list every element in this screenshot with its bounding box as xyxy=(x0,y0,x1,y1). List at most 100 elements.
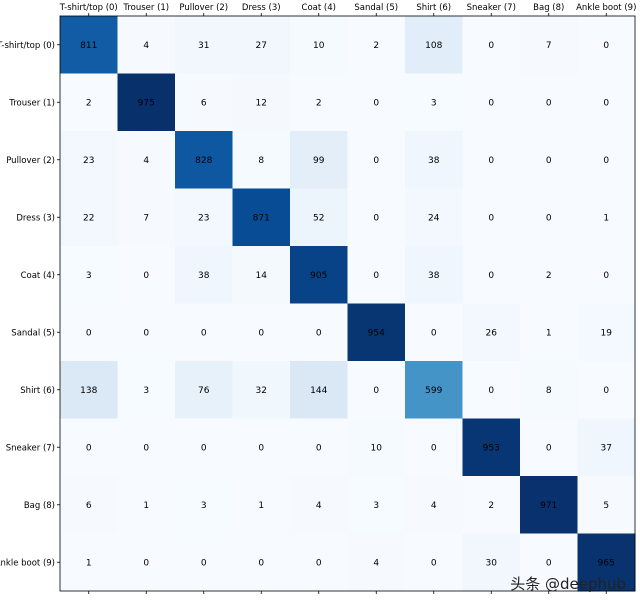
cell-value-label: 32 xyxy=(256,386,267,396)
heatmap-cell xyxy=(117,246,176,304)
y-tick-label: Ankle boot (9) xyxy=(0,558,55,568)
y-tick-label: Sneaker (7) xyxy=(6,443,55,453)
heatmap-cell xyxy=(462,188,521,247)
heatmap-cell xyxy=(462,246,521,304)
x-tick-label: Trouser (1) xyxy=(122,3,169,13)
cell-value-label: 905 xyxy=(310,271,327,281)
cell-value-label: 138 xyxy=(80,386,97,396)
cell-value-label: 2 xyxy=(546,271,552,281)
heatmap-cell xyxy=(347,16,406,74)
heatmap-cell xyxy=(232,361,291,419)
cell-value-label: 24 xyxy=(428,213,440,223)
heatmap-cell xyxy=(405,73,463,132)
cell-value-label: 0 xyxy=(603,271,609,281)
cell-value-label: 0 xyxy=(86,443,92,453)
heatmap-cell xyxy=(290,131,348,189)
cell-value-label: 0 xyxy=(603,386,609,396)
heatmap-cell xyxy=(577,361,636,419)
cell-value-label: 1 xyxy=(258,501,264,511)
cell-value-label: 19 xyxy=(601,328,613,338)
cell-value-label: 7 xyxy=(143,213,149,223)
cell-value-label: 0 xyxy=(258,558,264,568)
heatmap-cell xyxy=(60,476,118,534)
heatmap-cell xyxy=(290,73,348,132)
x-tick-label: Sneaker (7) xyxy=(467,3,516,13)
cell-value-label: 0 xyxy=(431,558,437,568)
heatmap-cell xyxy=(175,303,233,362)
heatmap-cell xyxy=(117,16,176,74)
cell-value-label: 4 xyxy=(373,558,379,568)
cell-value-label: 953 xyxy=(483,443,500,453)
heatmap-cell xyxy=(60,131,118,189)
heatmap-cell xyxy=(232,188,291,247)
cell-value-label: 0 xyxy=(546,156,552,166)
x-tick-label: Sandal (5) xyxy=(354,3,398,13)
cell-value-label: 0 xyxy=(143,443,149,453)
heatmap-cell xyxy=(347,533,406,592)
cell-value-label: 0 xyxy=(603,41,609,51)
heatmap-cell xyxy=(175,418,233,477)
cell-value-label: 0 xyxy=(258,328,264,338)
heatmap-cell xyxy=(290,476,348,534)
heatmap-cell xyxy=(577,418,636,477)
heatmap-cell xyxy=(520,303,578,362)
cell-value-label: 0 xyxy=(316,328,322,338)
heatmap-cell xyxy=(520,476,578,534)
cell-value-label: 0 xyxy=(143,328,149,338)
cell-value-label: 0 xyxy=(488,41,494,51)
y-tick-label: T-shirt/top (0) xyxy=(0,41,55,51)
y-axis-ticks: T-shirt/top (0) Trouser (1) Pullover (2) Dr… xyxy=(0,41,60,568)
cell-value-label: 1 xyxy=(603,213,609,223)
heatmap-cell xyxy=(232,303,291,362)
cell-value-label: 0 xyxy=(201,328,207,338)
heatmap-cell xyxy=(232,73,291,132)
cell-value-label: 965 xyxy=(598,558,615,568)
cell-value-label: 871 xyxy=(253,213,270,223)
heatmap-cell xyxy=(405,303,463,362)
cell-value-label: 0 xyxy=(201,443,207,453)
heatmap-cell xyxy=(347,361,406,419)
cell-value-label: 0 xyxy=(603,156,609,166)
heatmap-cell-labels: 811 4 31 27 10 2 108 0 7 02 975 6 12 2 0 3 0 0 023 4 828 8 99 0… xyxy=(80,41,615,569)
heatmap-cell xyxy=(290,533,348,592)
cell-value-label: 7 xyxy=(546,41,552,51)
cell-value-label: 0 xyxy=(373,271,379,281)
heatmap-cell xyxy=(462,476,521,534)
heatmap-cell xyxy=(405,533,463,592)
y-tick-label: Pullover (2) xyxy=(6,156,55,166)
heatmap-cell xyxy=(347,73,406,132)
heatmap-cell xyxy=(290,303,348,362)
cell-value-label: 1 xyxy=(546,328,552,338)
heatmap-cell xyxy=(462,131,521,189)
cell-value-label: 0 xyxy=(143,558,149,568)
heatmap-cell xyxy=(577,188,636,247)
cell-value-label: 5 xyxy=(603,501,609,511)
cell-value-label: 2 xyxy=(316,98,322,108)
heatmap-cell xyxy=(117,476,176,534)
heatmap-cell xyxy=(405,246,463,304)
heatmap-cell xyxy=(347,476,406,534)
x-tick-label: Bag (8) xyxy=(533,3,564,13)
cell-value-label: 0 xyxy=(258,443,264,453)
cell-value-label: 6 xyxy=(86,501,92,511)
heatmap-cell xyxy=(520,418,578,477)
cell-value-label: 954 xyxy=(368,328,385,338)
heatmap-cell xyxy=(520,16,578,74)
cell-value-label: 31 xyxy=(198,41,209,51)
heatmap-cell xyxy=(290,418,348,477)
cell-value-label: 0 xyxy=(373,386,379,396)
heatmap-cell xyxy=(117,303,176,362)
cell-value-label: 2 xyxy=(86,98,92,108)
cell-value-label: 38 xyxy=(428,271,440,281)
cell-value-label: 27 xyxy=(256,41,267,51)
heatmap-cell xyxy=(175,246,233,304)
cell-value-label: 38 xyxy=(198,271,210,281)
heatmap-cell xyxy=(60,303,118,362)
heatmap-cell xyxy=(175,533,233,592)
cell-value-label: 30 xyxy=(486,558,498,568)
heatmap-cell xyxy=(60,418,118,477)
cell-value-label: 975 xyxy=(138,98,155,108)
heatmap-cell xyxy=(117,131,176,189)
cell-value-label: 3 xyxy=(86,271,92,281)
heatmap-cell xyxy=(175,361,233,419)
